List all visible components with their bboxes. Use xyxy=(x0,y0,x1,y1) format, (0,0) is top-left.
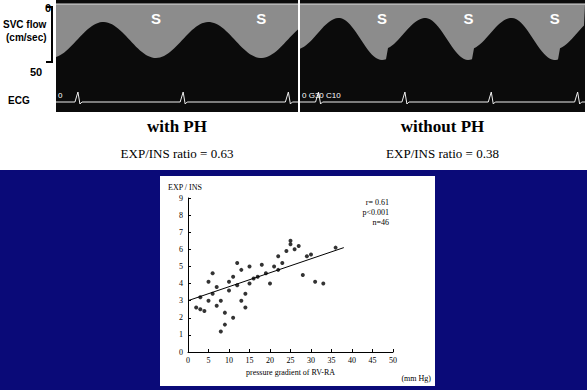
svg-text:1: 1 xyxy=(179,330,183,339)
svg-text:45: 45 xyxy=(369,356,377,365)
svg-text:S: S xyxy=(550,10,560,27)
svg-text:5: 5 xyxy=(207,356,211,365)
svg-text:n=46: n=46 xyxy=(372,218,389,227)
svg-text:20: 20 xyxy=(266,356,274,365)
svg-text:0: 0 xyxy=(179,348,183,357)
svg-text:0: 0 xyxy=(186,356,190,365)
svg-text:30: 30 xyxy=(307,356,315,365)
svg-text:S: S xyxy=(256,10,266,27)
svg-text:r= 0.61: r= 0.61 xyxy=(366,198,389,207)
svg-text:4: 4 xyxy=(179,279,183,288)
svg-text:EXP/INS ratio = 0.38: EXP/INS ratio = 0.38 xyxy=(386,146,499,161)
svg-text:35: 35 xyxy=(328,356,336,365)
svg-text:6: 6 xyxy=(179,245,183,254)
svg-text:3: 3 xyxy=(179,296,183,305)
svg-text:SVC flow: SVC flow xyxy=(3,19,47,30)
svg-text:(mm Hg): (mm Hg) xyxy=(401,374,431,383)
svg-text:15: 15 xyxy=(246,356,254,365)
svg-text:40: 40 xyxy=(348,356,356,365)
svg-text:p<0.001: p<0.001 xyxy=(362,208,389,217)
svg-text:(cm/sec): (cm/sec) xyxy=(6,32,47,43)
svg-text:0: 0 xyxy=(58,91,63,100)
svg-text:0 G30 C10: 0 G30 C10 xyxy=(302,91,341,100)
svg-text:5: 5 xyxy=(179,262,183,271)
svg-text:50: 50 xyxy=(389,356,397,365)
svg-text:25: 25 xyxy=(287,356,295,365)
svg-text:9: 9 xyxy=(179,194,183,203)
svg-text:S: S xyxy=(377,10,387,27)
svg-text:without PH: without PH xyxy=(401,117,485,136)
svg-text:50: 50 xyxy=(30,66,42,78)
svg-text:S: S xyxy=(151,10,161,27)
svg-text:ECG: ECG xyxy=(8,95,30,106)
svg-text:EXP / INS: EXP / INS xyxy=(168,183,202,192)
svg-text:S: S xyxy=(463,10,473,27)
svg-text:2: 2 xyxy=(179,313,183,322)
svg-text:10: 10 xyxy=(225,356,233,365)
svg-text:pressure gradient of RV-RA: pressure gradient of RV-RA xyxy=(246,368,335,377)
svg-text:7: 7 xyxy=(179,228,183,237)
svg-text:0: 0 xyxy=(45,2,52,14)
svg-text:8: 8 xyxy=(179,211,183,220)
svg-text:with PH: with PH xyxy=(147,117,207,136)
svg-text:EXP/INS ratio = 0.63: EXP/INS ratio = 0.63 xyxy=(121,146,234,161)
